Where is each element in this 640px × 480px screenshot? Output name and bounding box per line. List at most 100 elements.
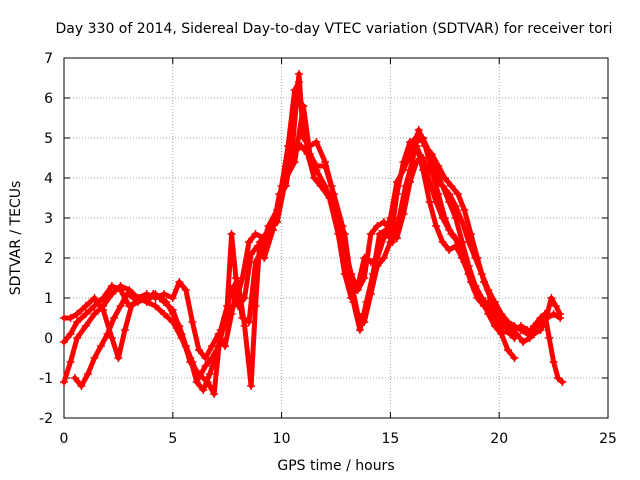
y-tick-label: 5	[44, 131, 53, 147]
x-tick-labels: 0 5 10 15 20 25	[60, 431, 617, 447]
data-point	[123, 290, 132, 298]
data-point	[90, 302, 99, 310]
data-point	[120, 326, 129, 334]
data-point	[168, 294, 177, 302]
data-point	[427, 150, 436, 158]
data-point	[530, 330, 539, 338]
data-point	[149, 290, 158, 298]
data-point	[81, 302, 90, 310]
data-point	[445, 190, 454, 198]
data-point	[247, 250, 256, 258]
data-point	[114, 354, 123, 362]
data-point	[175, 322, 184, 330]
data-point	[477, 270, 486, 278]
data-point	[107, 334, 116, 342]
data-point	[438, 238, 447, 246]
data-point	[458, 218, 467, 226]
y-tick-label: 1	[44, 291, 53, 307]
data-point	[90, 354, 99, 362]
data-point	[260, 254, 269, 262]
data-point	[460, 206, 469, 214]
data-point	[490, 306, 499, 314]
data-point	[392, 178, 401, 186]
series-line	[414, 143, 565, 385]
data-point	[421, 142, 430, 150]
data-point	[60, 338, 68, 346]
x-tick-label: 25	[599, 431, 617, 447]
y-tick-label: 7	[44, 51, 53, 67]
data-point	[110, 314, 119, 322]
data-point	[107, 282, 116, 290]
data-point	[96, 342, 105, 350]
data-point	[445, 246, 454, 254]
data-point	[353, 286, 362, 294]
data-point	[160, 310, 169, 318]
data-point	[81, 310, 90, 318]
data-point	[229, 282, 238, 290]
data-point	[434, 162, 443, 170]
x-tick-label: 15	[381, 431, 399, 447]
data-point	[81, 322, 90, 330]
data-point	[201, 362, 210, 370]
data-point	[553, 374, 562, 382]
data-point	[334, 214, 343, 222]
data-point	[240, 294, 249, 302]
data-point	[181, 286, 190, 294]
y-tick-label: 2	[44, 251, 53, 267]
data-point	[386, 226, 395, 234]
data-point	[303, 150, 312, 158]
data-point	[551, 302, 560, 310]
data-point	[440, 174, 449, 182]
data-point	[399, 166, 408, 174]
data-point	[238, 314, 247, 322]
data-point	[471, 254, 480, 262]
data-point	[305, 142, 314, 150]
data-point	[503, 346, 512, 354]
data-point	[516, 322, 525, 330]
data-point	[549, 358, 558, 366]
data-point	[379, 234, 388, 242]
data-point	[432, 174, 441, 182]
data-point	[547, 294, 556, 302]
chart-title: Day 330 of 2014, Sidereal Day-to-day VTE…	[56, 21, 613, 37]
data-point	[194, 374, 203, 382]
data-point	[399, 210, 408, 218]
data-point	[60, 378, 68, 386]
data-point	[464, 238, 473, 246]
data-point	[519, 338, 528, 346]
data-point	[453, 190, 462, 198]
plot-frame	[63, 57, 609, 419]
data-point	[373, 222, 382, 230]
data-point	[231, 274, 240, 282]
data-point	[312, 138, 321, 146]
data-point	[392, 234, 401, 242]
x-tick-label: 5	[168, 431, 177, 447]
data-point	[240, 322, 249, 330]
data-point	[316, 182, 325, 190]
data-point	[251, 258, 260, 266]
data-point	[295, 70, 304, 78]
data-point	[251, 230, 260, 238]
y-tick-label: -1	[39, 371, 53, 387]
data-point	[103, 330, 112, 338]
data-point	[151, 302, 160, 310]
data-point	[225, 294, 234, 302]
data-point	[188, 318, 197, 326]
data-point	[366, 230, 375, 238]
x-axis-label: GPS time / hours	[277, 458, 394, 474]
data-point	[188, 358, 197, 366]
data-point	[90, 294, 99, 302]
data-point	[432, 222, 441, 230]
data-point	[99, 294, 108, 302]
data-point	[136, 294, 145, 302]
data-point	[408, 138, 417, 146]
data-point	[388, 238, 397, 246]
data-point	[205, 370, 214, 378]
data-point	[464, 270, 473, 278]
data-point	[386, 214, 395, 222]
data-point	[268, 226, 277, 234]
data-series	[60, 70, 567, 398]
y-tick-label: 4	[44, 171, 53, 187]
data-point	[83, 370, 92, 378]
